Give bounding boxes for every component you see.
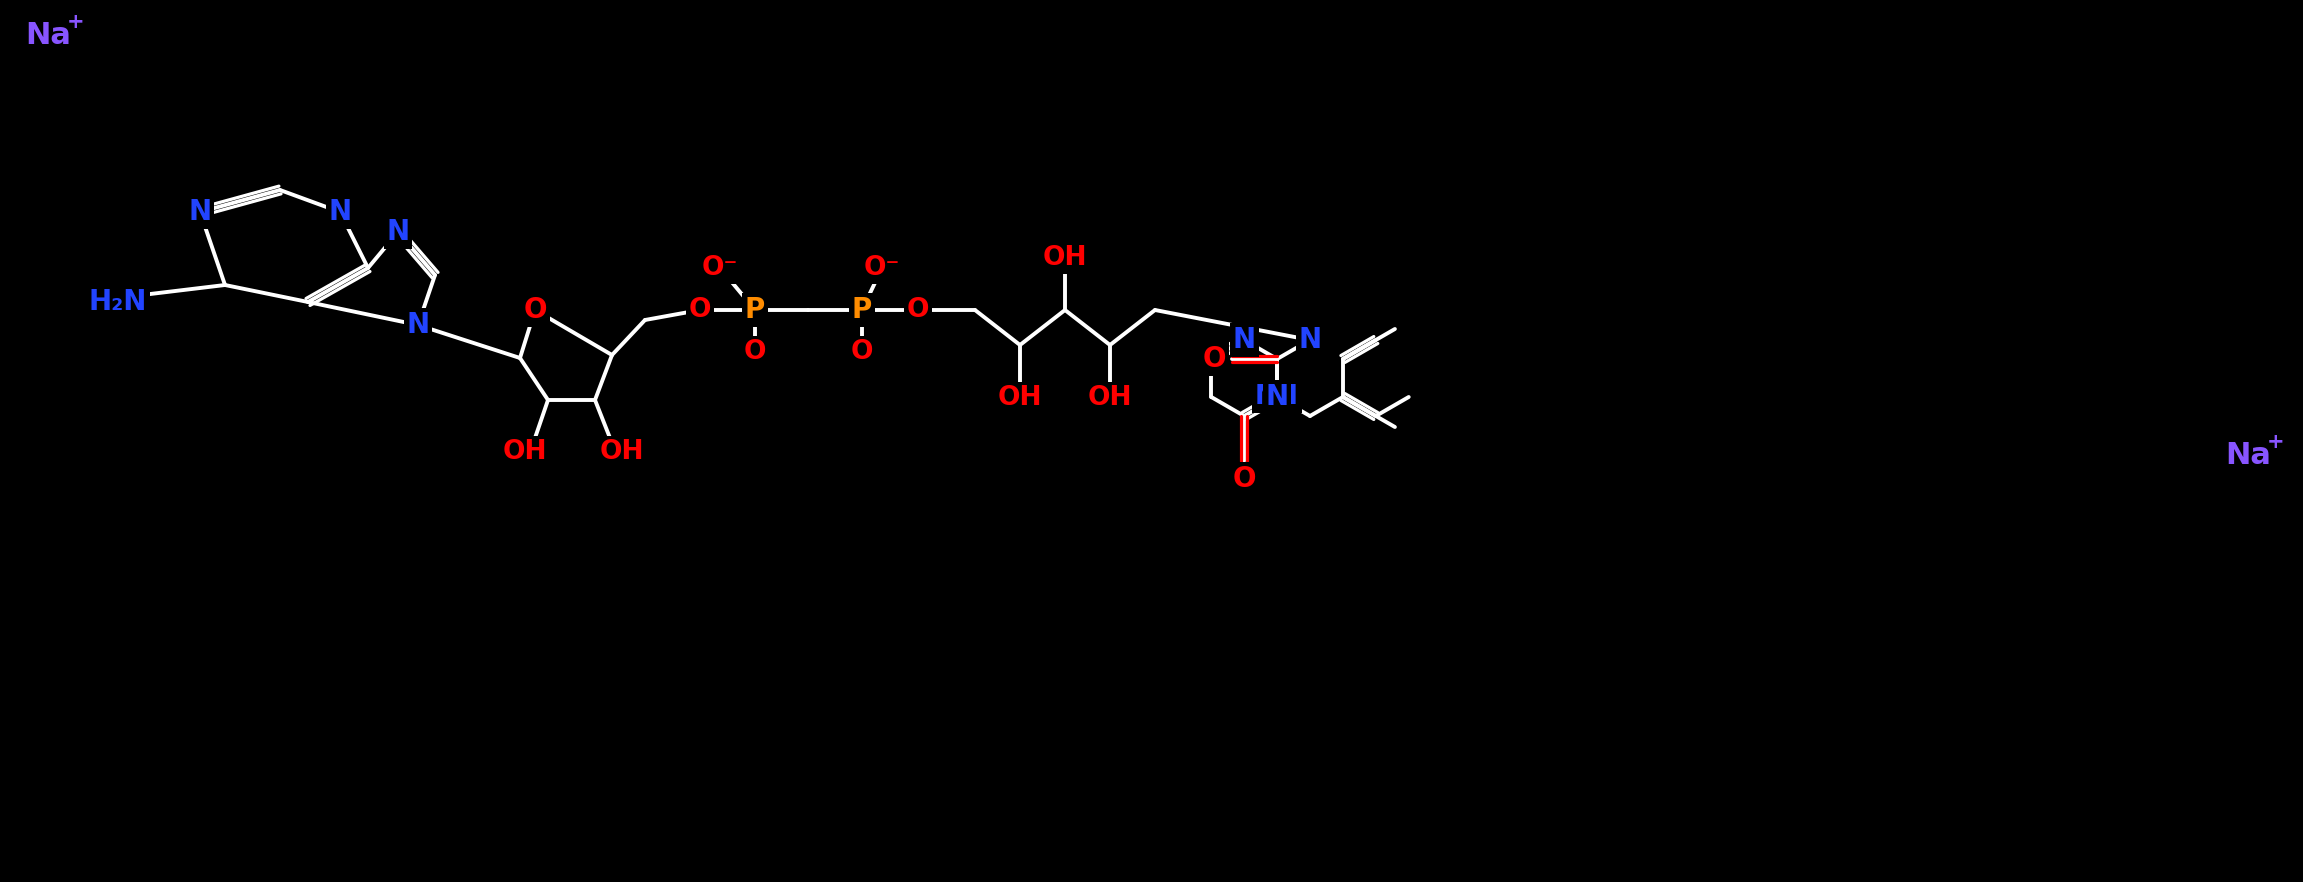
Text: +: + [2266, 432, 2285, 452]
Text: O: O [850, 339, 873, 365]
Text: O: O [907, 297, 928, 323]
Text: NH: NH [1255, 384, 1299, 410]
Text: N: N [405, 311, 431, 339]
Text: OH: OH [997, 385, 1043, 411]
Text: P: P [852, 296, 873, 324]
Text: N: N [329, 198, 352, 226]
Text: O: O [523, 296, 546, 324]
Text: OH: OH [502, 439, 548, 465]
Text: N: N [387, 218, 410, 246]
Text: OH: OH [1043, 245, 1087, 271]
Text: P: P [744, 296, 765, 324]
Text: H₂N: H₂N [90, 288, 147, 316]
Text: N: N [189, 198, 212, 226]
Text: Na: Na [2225, 440, 2271, 469]
Text: N: N [1267, 383, 1290, 411]
Text: O: O [1202, 345, 1225, 373]
Text: O: O [1232, 465, 1255, 493]
Text: N: N [1232, 326, 1255, 354]
Text: Na: Na [25, 20, 71, 49]
Text: OH: OH [599, 439, 645, 465]
Text: O⁻: O⁻ [864, 255, 900, 281]
Text: O⁻: O⁻ [702, 255, 739, 281]
Text: O: O [689, 297, 712, 323]
Text: +: + [67, 12, 85, 32]
Text: O: O [744, 339, 767, 365]
Text: N: N [1299, 326, 1322, 354]
Text: OH: OH [1087, 385, 1133, 411]
